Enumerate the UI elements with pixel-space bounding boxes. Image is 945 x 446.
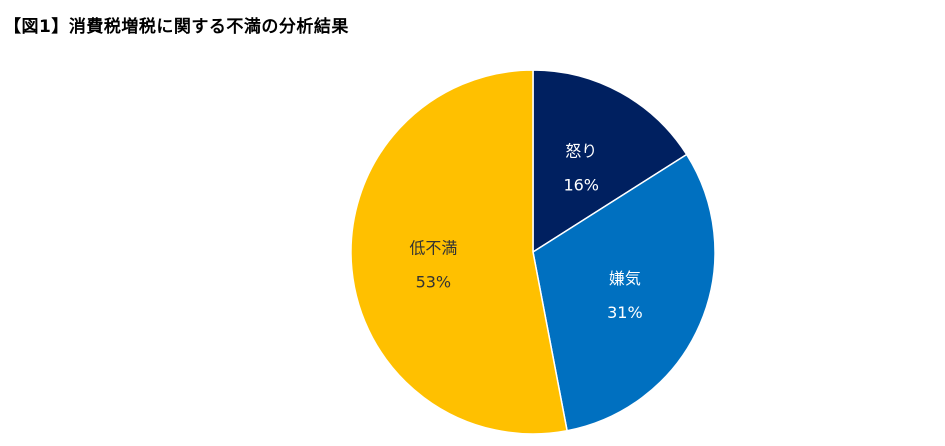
slice-value-label: 53%: [416, 272, 452, 291]
slice-value-label: 31%: [607, 303, 643, 322]
pie-slice-1: [532, 69, 688, 254]
chart-title: 【図1】消費税増税に関する不満の分析結果: [4, 17, 349, 37]
pie-slice-2: [532, 153, 716, 432]
pie-slices: [350, 69, 716, 435]
slice-category-label: 嫌気: [609, 269, 641, 288]
slice-value-label: 16%: [563, 175, 599, 194]
slice-category-label: 怒り: [565, 141, 597, 160]
pie-slice-3: [350, 69, 568, 435]
pie-labels: 怒り 16% 嫌気 31% 低不満 53%: [409, 141, 642, 321]
slice-category-label: 低不満: [409, 238, 457, 257]
